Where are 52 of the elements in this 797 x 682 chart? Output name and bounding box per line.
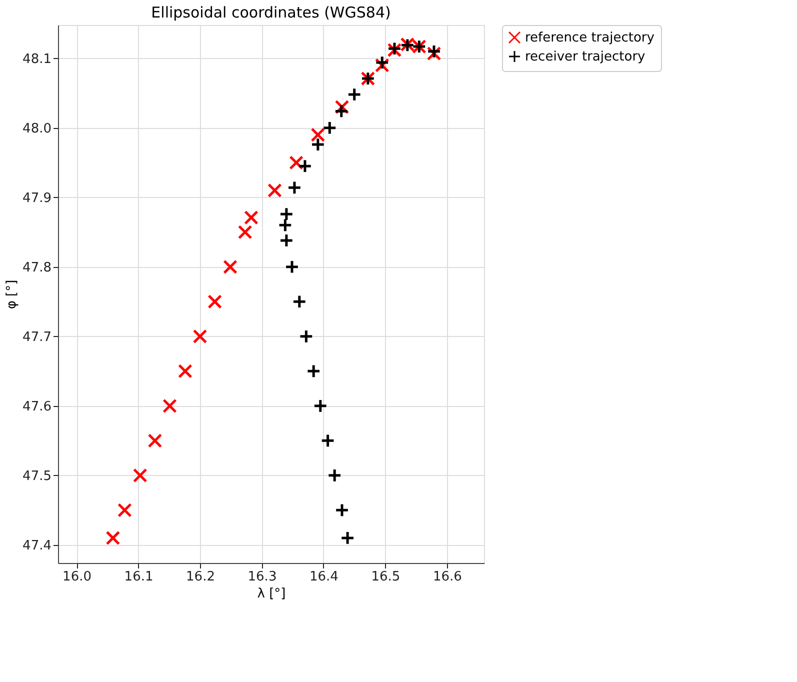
x-tick-label: 16.2 [186, 570, 215, 584]
point [313, 398, 328, 414]
y-tick-label: 47.4 [22, 538, 52, 554]
x-tick-label: 16.3 [248, 570, 277, 584]
y-tick-label: 47.8 [22, 260, 52, 276]
y-tick-label: 47.9 [22, 190, 52, 206]
point [287, 180, 302, 195]
point [118, 503, 132, 518]
point [327, 468, 342, 483]
y-tick-label: 47.6 [22, 399, 52, 414]
point [334, 104, 349, 118]
x-tick-label: 16.6 [432, 570, 462, 584]
point [162, 398, 177, 414]
chart-title: Ellipsoidal coordinates (WGS84) [151, 4, 391, 22]
point [106, 530, 120, 546]
point [340, 530, 355, 546]
point [178, 364, 192, 378]
point [298, 158, 312, 174]
point [347, 87, 362, 102]
y-tick-label: 47.7 [22, 330, 52, 345]
x-tick-label: 16.5 [371, 570, 400, 584]
point [292, 294, 307, 309]
y-tick-label: 47.5 [22, 468, 52, 484]
point [208, 294, 222, 309]
point [306, 364, 321, 378]
legend-label: receiver trajectory [525, 50, 646, 64]
point [320, 434, 335, 448]
point [223, 260, 238, 274]
point [322, 120, 337, 136]
point [334, 503, 350, 518]
point [192, 329, 208, 344]
point [148, 434, 162, 448]
legend-label: reference trajectory [525, 30, 655, 46]
point [279, 206, 294, 222]
point [278, 218, 292, 232]
point [284, 260, 300, 274]
point [268, 183, 282, 198]
point [374, 55, 390, 70]
y-tick-label: 48.1 [22, 52, 52, 67]
x-tick-label: 16.1 [124, 570, 154, 584]
point [244, 210, 258, 225]
point [279, 233, 294, 248]
point [310, 128, 326, 142]
point [238, 224, 252, 240]
y-axis-title: φ [°] [4, 280, 20, 310]
y-tick-label: 48.0 [22, 121, 52, 136]
point [299, 329, 314, 344]
point [310, 137, 326, 152]
x-tick-label: 16.4 [310, 570, 338, 584]
x-axis-title: λ [°] [257, 586, 286, 602]
x-tick-label: 16.0 [62, 570, 92, 584]
point [132, 468, 148, 483]
